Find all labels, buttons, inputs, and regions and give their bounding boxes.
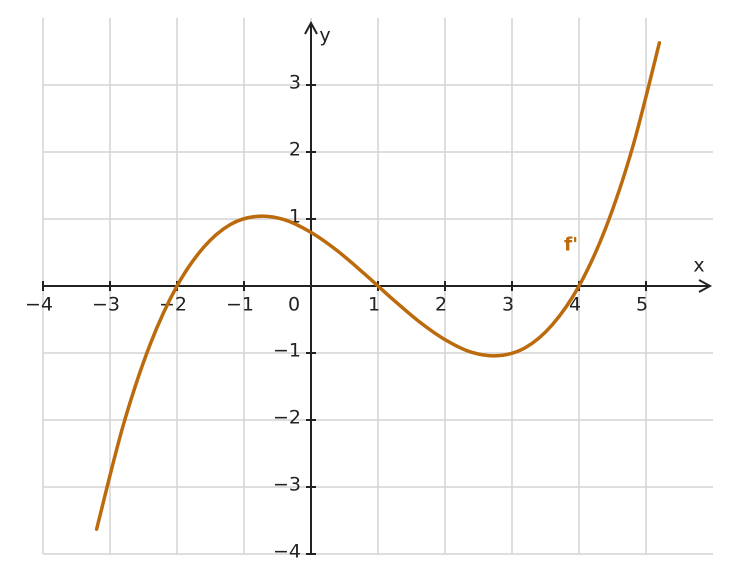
y-tick-label: −1 — [273, 340, 301, 362]
x-tick-label: 2 — [435, 294, 447, 316]
y-tick-label: −2 — [273, 407, 301, 429]
x-axis-label: x — [693, 255, 704, 277]
x-tick-label: 5 — [636, 294, 648, 316]
y-tick-label: 2 — [289, 139, 301, 161]
y-axis-arrow — [304, 20, 318, 35]
y-tick-label: −4 — [273, 541, 301, 563]
x-axis-arrow — [698, 279, 713, 293]
x-tick-label: −3 — [92, 294, 120, 316]
x-tick-label: 0 — [288, 294, 300, 316]
x-tick-label: −1 — [226, 294, 254, 316]
y-tick-label: 3 — [289, 72, 301, 94]
x-tick-label: 3 — [502, 294, 514, 316]
x-tick-label: −4 — [25, 294, 53, 316]
curve — [94, 41, 662, 531]
x-tick-label: 1 — [368, 294, 380, 316]
curve-label: f' — [564, 234, 578, 256]
y-axis-label: y — [319, 25, 330, 47]
y-tick-label: −3 — [273, 474, 301, 496]
